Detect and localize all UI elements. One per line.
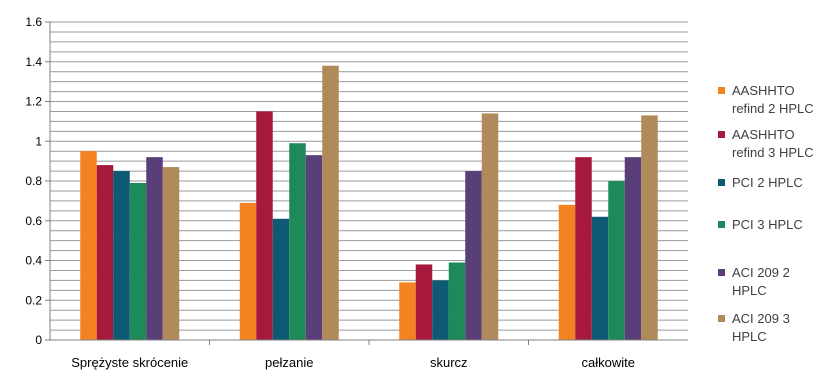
legend-swatch bbox=[718, 269, 725, 276]
y-tick-label: 1.6 bbox=[25, 15, 42, 29]
legend-label: PCI 2 HPLC bbox=[732, 175, 803, 190]
y-tick-label: 1.4 bbox=[25, 55, 42, 69]
y-tick-label: 0.2 bbox=[25, 293, 42, 307]
bar bbox=[80, 151, 97, 340]
bar bbox=[272, 218, 290, 340]
bar bbox=[448, 262, 466, 340]
x-category-label: całkowite bbox=[582, 355, 635, 370]
bar bbox=[129, 182, 147, 340]
x-category-labels: Sprężyste skrócenie pełzanie skurcz całkowi… bbox=[71, 355, 635, 370]
legend-label: ACI 209 2 bbox=[732, 265, 790, 280]
y-tick-label: 0.8 bbox=[25, 174, 42, 188]
legend-swatch bbox=[718, 87, 725, 94]
bar bbox=[289, 143, 306, 340]
bar bbox=[641, 115, 658, 340]
y-tick-label: 0.4 bbox=[25, 254, 42, 268]
bar bbox=[162, 167, 180, 340]
bar bbox=[575, 157, 592, 340]
bar bbox=[481, 113, 499, 340]
y-tick-label: 1.2 bbox=[25, 95, 42, 109]
bar bbox=[608, 181, 625, 340]
bar bbox=[465, 171, 482, 340]
y-tick-label: 0 bbox=[35, 333, 42, 347]
bar bbox=[113, 171, 130, 340]
x-category-label: skurcz bbox=[430, 355, 468, 370]
bar bbox=[399, 282, 416, 340]
axes bbox=[45, 21, 688, 345]
legend-label: ACI 209 3 bbox=[732, 311, 790, 326]
bar bbox=[96, 165, 114, 340]
legend-label: AASHHTO bbox=[732, 127, 795, 142]
bar bbox=[432, 280, 449, 340]
y-tick-label: 0.6 bbox=[25, 214, 42, 228]
legend: AASHHTO refind 2 HPLC AASHHTO refind 3 HPLC… bbox=[718, 83, 814, 344]
x-category-label: Sprężyste skrócenie bbox=[71, 355, 188, 370]
bar bbox=[146, 157, 163, 340]
bar bbox=[624, 157, 642, 340]
legend-swatch bbox=[718, 315, 725, 322]
bar bbox=[415, 264, 433, 340]
legend-swatch bbox=[718, 179, 725, 186]
bar bbox=[305, 155, 323, 340]
bars bbox=[80, 65, 658, 340]
bar bbox=[558, 204, 576, 340]
bar bbox=[256, 111, 273, 340]
legend-label: HPLC bbox=[732, 283, 767, 298]
legend-label: refind 2 HPLC bbox=[732, 101, 814, 116]
legend-swatch bbox=[718, 221, 725, 228]
legend-swatch bbox=[718, 131, 725, 138]
bar bbox=[239, 202, 257, 340]
bar bbox=[322, 65, 339, 340]
legend-label: HPLC bbox=[732, 329, 767, 344]
legend-label: PCI 3 HPLC bbox=[732, 217, 803, 232]
y-tick-label: 1 bbox=[35, 134, 42, 148]
y-tick-labels: 0 0.2 0.4 0.6 0.8 1 1.2 1.4 1.6 bbox=[25, 15, 42, 347]
legend-label: AASHHTO bbox=[732, 83, 795, 98]
bar bbox=[591, 216, 609, 340]
x-category-label: pełzanie bbox=[265, 355, 313, 370]
legend-label: refind 3 HPLC bbox=[732, 145, 814, 160]
